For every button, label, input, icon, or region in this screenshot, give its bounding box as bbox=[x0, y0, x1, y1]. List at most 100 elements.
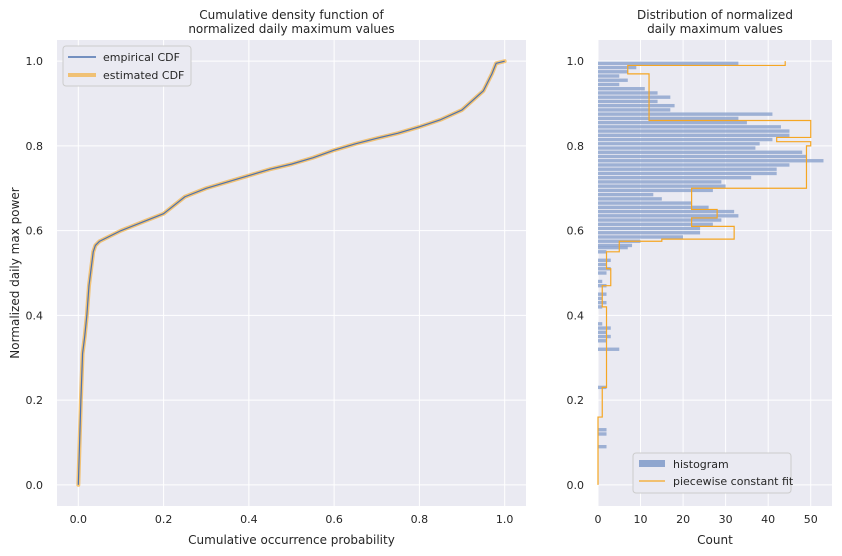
histogram-bar bbox=[598, 129, 790, 133]
cdf-y-tick-0-6: 0.6 bbox=[26, 225, 44, 238]
cdf-y-tick-labels: 0.0 0.2 0.4 0.6 0.8 1.0 bbox=[26, 55, 44, 492]
histogram-bar bbox=[598, 305, 603, 309]
histogram-bar bbox=[598, 188, 713, 193]
histogram-bar bbox=[598, 180, 722, 184]
histogram-bar bbox=[598, 61, 739, 65]
histogram-bar bbox=[598, 296, 603, 301]
histogram-bar bbox=[598, 142, 760, 146]
histogram-bar bbox=[598, 347, 620, 351]
histogram-bar bbox=[598, 108, 671, 112]
cdf-x-tick-labels: 0.0 0.2 0.4 0.6 0.8 1.0 bbox=[70, 513, 514, 526]
piecewise-fit bbox=[597, 61, 812, 485]
cdf-x-tick-0-6: 0.6 bbox=[325, 513, 343, 526]
cdf-y-tick-0-8: 0.8 bbox=[26, 140, 44, 153]
histogram-bar bbox=[598, 120, 747, 125]
histogram-y-tick-0-6: 0.6 bbox=[567, 225, 585, 238]
histogram-bar bbox=[598, 137, 773, 142]
histogram-y-tick-0-8: 0.8 bbox=[567, 140, 585, 153]
histogram-bar bbox=[598, 112, 773, 116]
histogram-bar bbox=[598, 271, 607, 275]
cdf-y-tick-0-0: 0.0 bbox=[26, 479, 44, 492]
histogram-bar bbox=[598, 243, 633, 248]
legend-label-empirical-cdf: empirical CDF bbox=[103, 51, 180, 64]
cdf-y-axis-label: Normalized daily max power bbox=[8, 187, 22, 359]
histogram-title-line1: Distribution of normalized bbox=[637, 8, 793, 22]
histogram-bar bbox=[598, 197, 662, 201]
histogram-bar bbox=[598, 192, 654, 197]
histogram-bar bbox=[598, 159, 824, 163]
histogram-bar bbox=[598, 267, 611, 271]
histogram-y-tick-0-2: 0.2 bbox=[567, 394, 585, 407]
histogram-bar bbox=[598, 91, 658, 95]
histogram-y-tick-0-0: 0.0 bbox=[567, 479, 585, 492]
histogram-y-tick-1-0: 1.0 bbox=[567, 55, 585, 68]
legend-label-estimated-cdf: estimated CDF bbox=[103, 69, 184, 82]
cdf-legend: empirical CDF estimated CDF bbox=[62, 45, 192, 87]
cdf-x-tick-0-4: 0.4 bbox=[240, 513, 258, 526]
histogram-bar bbox=[598, 245, 628, 250]
histogram-bar bbox=[598, 103, 675, 108]
histogram-y-tick-labels: 0.0 0.2 0.4 0.6 0.8 1.0 bbox=[567, 55, 585, 492]
histogram-bar bbox=[598, 125, 781, 129]
legend-label-histogram: histogram bbox=[673, 458, 729, 471]
histogram-bar bbox=[598, 322, 603, 326]
cdf-y-tick-0-4: 0.4 bbox=[26, 309, 44, 322]
histogram-x-axis-label: Count bbox=[697, 533, 733, 547]
cdf-title-line2: normalized daily maximum values bbox=[188, 22, 394, 36]
histogram-bar bbox=[598, 163, 790, 167]
histogram-x-tick-30: 30 bbox=[719, 513, 733, 526]
cdf-y-tick-0-2: 0.2 bbox=[26, 394, 44, 407]
cdf-x-axis-label: Cumulative occurrence probability bbox=[188, 533, 395, 547]
histogram-y-tick-0-4: 0.4 bbox=[567, 309, 585, 322]
histogram-bar bbox=[598, 146, 756, 150]
cdf-panel: 0.0 0.2 0.4 0.6 0.8 1.0 0.0 0.2 0.4 0.6 0.8 1.0 Cu… bbox=[8, 8, 526, 547]
histogram-bar bbox=[598, 214, 739, 218]
histogram-bar bbox=[598, 116, 739, 121]
histogram-bar bbox=[598, 78, 628, 82]
histogram-bar bbox=[598, 82, 620, 87]
histogram-panel: 0 10 20 30 40 50 0.0 0.2 0.4 0.6 0.8 1.0 Distribut… bbox=[567, 8, 832, 547]
histogram-bar bbox=[598, 95, 671, 99]
histogram-bar bbox=[598, 99, 658, 104]
histogram-bar bbox=[598, 339, 607, 343]
series-empirical-cdf bbox=[77, 60, 505, 485]
cdf-title-line1: Cumulative density function of bbox=[199, 8, 384, 22]
histogram-bar bbox=[598, 432, 607, 436]
histogram-legend: histogram piecewise constant fit bbox=[632, 452, 794, 494]
histogram-bar bbox=[598, 184, 726, 188]
histogram-bar bbox=[598, 279, 603, 284]
histogram-bar bbox=[598, 171, 777, 176]
histogram-bar bbox=[598, 250, 607, 254]
histogram-bar bbox=[598, 87, 645, 91]
histogram-bar bbox=[598, 334, 611, 339]
histogram-bar bbox=[598, 444, 607, 449]
cdf-x-tick-0-8: 0.8 bbox=[411, 513, 429, 526]
histogram-x-tick-20: 20 bbox=[676, 513, 690, 526]
histogram-bar bbox=[598, 235, 684, 239]
histogram-bar bbox=[598, 258, 611, 262]
histogram-bar bbox=[598, 209, 735, 214]
histogram-x-tick-labels: 0 10 20 30 40 50 bbox=[595, 513, 818, 526]
histogram-bar bbox=[598, 201, 692, 205]
cdf-series bbox=[76, 59, 507, 487]
histogram-x-tick-50: 50 bbox=[804, 513, 818, 526]
legend-label-piecewise-fit: piecewise constant fit bbox=[673, 475, 794, 488]
cdf-plot-area bbox=[57, 40, 526, 506]
histogram-bar bbox=[598, 231, 701, 235]
histogram-bar bbox=[598, 150, 803, 154]
legend-swatch-histogram bbox=[639, 460, 665, 467]
histogram-bar bbox=[598, 74, 620, 78]
cdf-x-tick-1-0: 1.0 bbox=[496, 513, 514, 526]
histogram-bar bbox=[598, 218, 722, 222]
histogram-x-tick-10: 10 bbox=[634, 513, 648, 526]
histogram-bar bbox=[598, 167, 777, 171]
histogram-bar bbox=[598, 428, 607, 432]
histogram-legend-box bbox=[632, 452, 792, 494]
histogram-bar bbox=[598, 133, 790, 138]
histogram-bar bbox=[598, 175, 752, 180]
histogram-bar bbox=[598, 222, 713, 226]
cdf-x-tick-0-2: 0.2 bbox=[155, 513, 173, 526]
histogram-bar bbox=[598, 65, 637, 70]
histogram-bar bbox=[598, 154, 807, 159]
